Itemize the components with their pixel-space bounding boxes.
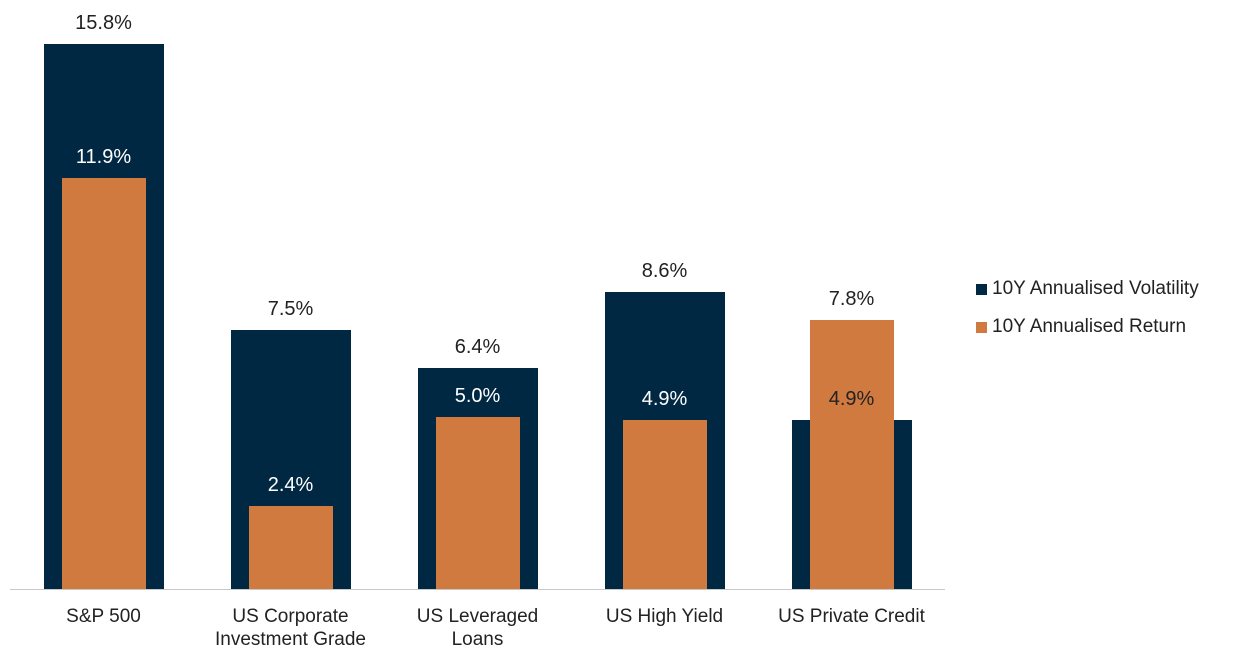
x-tick-label: S&P 500 bbox=[66, 606, 141, 627]
x-tick-label: US Corporate Investment Grade bbox=[214, 606, 367, 650]
value-label: 2.4% bbox=[267, 474, 314, 497]
value-label: 6.4% bbox=[454, 336, 501, 359]
legend-swatch bbox=[976, 284, 987, 295]
bar bbox=[435, 416, 520, 589]
bar bbox=[61, 178, 146, 589]
value-label: 11.9% bbox=[75, 146, 132, 169]
value-label: 4.9% bbox=[828, 387, 875, 410]
bar bbox=[622, 419, 707, 589]
x-tick-label: US Leveraged Loans bbox=[416, 606, 539, 650]
bar bbox=[248, 506, 333, 589]
value-label: 5.0% bbox=[454, 384, 501, 407]
x-tick-label: US High Yield bbox=[605, 606, 724, 627]
x-axis bbox=[10, 589, 945, 590]
bar bbox=[809, 319, 894, 589]
legend-swatch bbox=[976, 322, 987, 333]
value-label: 4.9% bbox=[641, 387, 688, 410]
value-label: 15.8% bbox=[75, 11, 132, 34]
x-tick-label: US Private Credit bbox=[778, 606, 925, 627]
value-label: 8.6% bbox=[641, 260, 688, 283]
legend-label: 10Y Annualised Volatility bbox=[992, 278, 1199, 299]
value-label: 7.8% bbox=[828, 287, 875, 310]
value-label: 7.5% bbox=[267, 298, 314, 321]
legend-label: 10Y Annualised Return bbox=[992, 316, 1187, 337]
